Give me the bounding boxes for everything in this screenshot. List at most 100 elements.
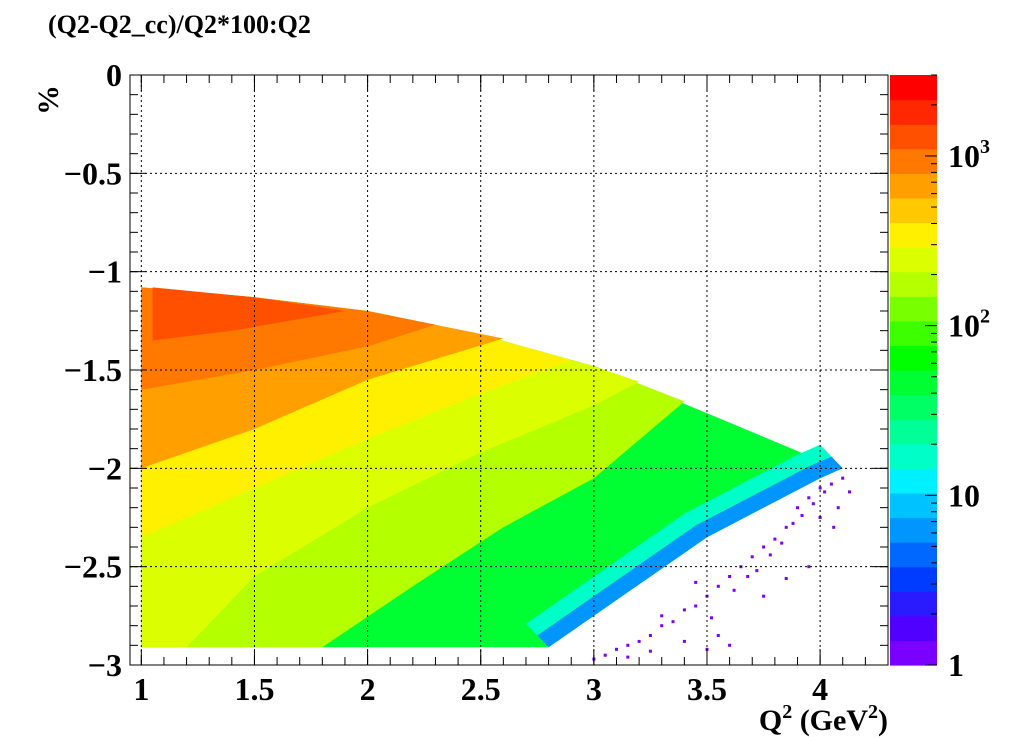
colorbar-swatch	[890, 615, 937, 642]
heat-noise-point	[832, 525, 836, 529]
y-tick-label: −2.5	[64, 549, 122, 585]
y-tick-label: −1.5	[64, 352, 122, 388]
heat-noise-point	[818, 486, 822, 490]
heat-noise-point	[648, 634, 652, 637]
heat-noise-point	[807, 496, 811, 500]
y-axis-label: %	[32, 85, 65, 115]
y-tick-label: −0.5	[64, 155, 122, 191]
colorbar-swatch	[890, 492, 937, 519]
heat-noise-point	[728, 575, 732, 578]
colorbar-swatch	[890, 99, 937, 125]
heat-noise-point	[796, 506, 799, 510]
colorbar-swatch	[890, 370, 937, 396]
heat-noise-point	[648, 649, 652, 653]
y-tick-label: −2	[88, 450, 122, 486]
heat-noise-point	[755, 569, 759, 573]
heat-noise-point	[746, 575, 750, 578]
heat-region-edge-inner	[526, 444, 832, 636]
colorbar-swatch	[890, 173, 937, 199]
heat-noise-point	[694, 580, 698, 584]
colorbar-label-exponent: 2	[980, 306, 990, 328]
x-axis-label-base: Q	[759, 704, 782, 737]
colorbar-label: 10	[948, 477, 980, 513]
heat-noise-point	[762, 594, 766, 598]
heat-noise-point	[784, 577, 788, 580]
heat-noise-point	[682, 639, 686, 643]
heat-noise-point	[728, 643, 732, 647]
colorbar-swatch	[890, 247, 937, 273]
y-tick-label: 0	[106, 57, 122, 93]
heat-noise-point	[780, 541, 784, 545]
heat-noise-point	[818, 516, 822, 519]
x-axis-label-units-sup: 2	[868, 701, 878, 723]
x-tick-label: 3.5	[687, 671, 727, 707]
colorbar-swatch	[890, 148, 937, 174]
colorbar-swatch	[890, 542, 937, 568]
x-tick-label: 1	[133, 671, 149, 707]
heat-band-5	[152, 287, 345, 341]
colorbar-swatch	[890, 443, 937, 469]
colorbar-label-exponent: 3	[980, 136, 990, 158]
heat-noise-point	[750, 555, 754, 559]
heat-noise-point	[773, 537, 777, 541]
x-axis-label-sup: 2	[782, 701, 792, 723]
heat-noise-point	[716, 584, 720, 588]
colorbar-swatch	[890, 566, 937, 592]
axis-ticks: 1 1.5 2 2.5 3 3.5 4 0 −0.5 −1 −1.5 −2 −2.5 −3	[64, 57, 888, 707]
colorbar-swatch	[890, 271, 937, 297]
colorbar-swatch	[890, 591, 937, 617]
heat-noise-point	[716, 634, 720, 637]
colorbar-label-base: 10	[948, 308, 980, 344]
colorbar-swatch	[890, 75, 937, 101]
x-tick-label: 4	[812, 671, 828, 707]
colorbar-swatch	[890, 320, 937, 347]
heat-noise-point	[710, 616, 713, 620]
heatmap-cells	[141, 287, 851, 661]
colorbar-swatch	[890, 640, 937, 666]
colorbar-swatch	[890, 419, 937, 445]
colorbar-swatch	[890, 296, 937, 322]
heat-noise-point	[626, 643, 630, 647]
heat-noise-point	[660, 624, 664, 628]
colorbar-swatch	[890, 197, 937, 224]
colorbar-label-base: 1	[948, 647, 964, 683]
x-tick-label: 2	[360, 671, 376, 707]
x-axis-label: Q2 (GeV2)	[759, 701, 888, 737]
chart-title: (Q2-Q2_cc)/Q2*100:Q2	[48, 10, 311, 39]
colorbar-label: 102	[948, 306, 990, 344]
heat-noise-point	[637, 639, 641, 643]
heat-region-edge	[537, 456, 843, 648]
heat-noise-point	[811, 502, 815, 506]
colorbar-swatch	[890, 468, 937, 494]
colorbar-label-base: 10	[948, 477, 980, 513]
heat-noise-point	[768, 553, 772, 557]
heat-noise-point	[829, 482, 833, 486]
heat-noise-point	[807, 565, 811, 569]
y-tick-label: −1	[88, 254, 122, 290]
heat-noise-point	[732, 588, 736, 592]
y-tick-label: −3	[88, 647, 122, 683]
heat-noise-point	[660, 614, 664, 618]
colorbar-label-base: 10	[948, 138, 980, 174]
x-axis-label-units-pre: (GeV	[792, 704, 868, 737]
colorbar-swatch	[890, 124, 937, 150]
heat-noise-point	[682, 608, 686, 612]
heat-noise-point	[836, 506, 840, 510]
colorbar-swatch	[890, 517, 937, 543]
heat-noise-point	[800, 514, 804, 517]
heat-noise-point	[671, 620, 675, 624]
heat-noise-point	[603, 653, 607, 657]
heat-noise-point	[841, 476, 845, 480]
colorbar-label: 1	[948, 647, 964, 683]
x-axis-label-units-post: )	[878, 704, 888, 737]
colorbar-swatch	[890, 345, 937, 371]
heat-noise-point	[823, 490, 827, 494]
heat-noise-point	[791, 521, 795, 525]
colorbar-swatch	[890, 222, 937, 248]
heat-noise-point	[694, 604, 698, 608]
heat-noise-point	[615, 647, 618, 651]
x-tick-label: 1.5	[234, 671, 274, 707]
heat-noise-point	[784, 525, 788, 529]
